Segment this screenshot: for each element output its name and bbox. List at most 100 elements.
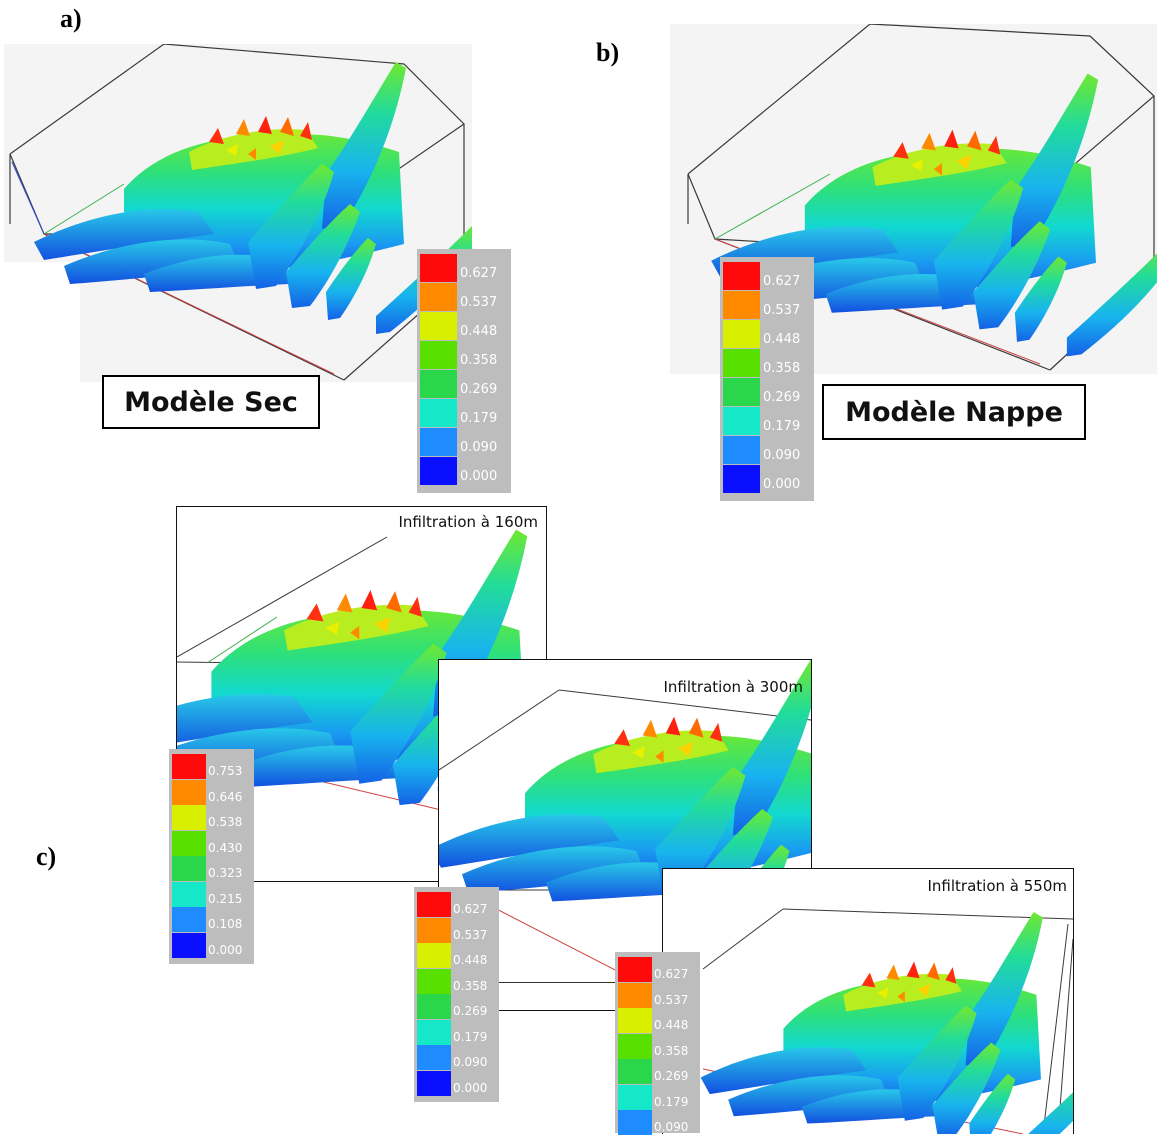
- legend-swatch: [420, 370, 457, 398]
- legend-value: 0.269: [453, 1004, 488, 1018]
- legend-row: 0.090: [417, 1045, 499, 1071]
- legend-swatch: [618, 1110, 652, 1135]
- legend-row: 0.627: [420, 254, 511, 283]
- legend-value: 0.179: [763, 419, 801, 434]
- legend-swatch: [618, 1059, 652, 1084]
- legend-row: 0.537: [417, 917, 499, 944]
- legend-swatch: [417, 917, 451, 943]
- legend-swatch: [172, 754, 206, 779]
- legend-row: 0.448: [420, 312, 511, 341]
- legend-value: 0.358: [654, 1043, 689, 1058]
- legend-swatch: [420, 254, 457, 282]
- legend-swatch: [420, 399, 457, 427]
- legend-swatch: [172, 779, 206, 805]
- legend-value: 0.215: [208, 891, 243, 906]
- legend-value: 0.448: [654, 1018, 689, 1032]
- title-infiltration-550m: Infiltration à 550m: [927, 877, 1068, 895]
- legend-swatch: [417, 968, 451, 994]
- legend-swatch: [417, 994, 451, 1019]
- legend-swatch: [417, 1070, 451, 1096]
- legend-swatch: [618, 1008, 652, 1033]
- panel-label-a: a): [60, 4, 82, 33]
- legend-swatch: [420, 341, 457, 369]
- panel-label-c: c): [36, 842, 57, 871]
- legend-swatch: [417, 892, 451, 917]
- legend-value: 0.000: [208, 942, 243, 957]
- legend-value: 0.269: [763, 390, 801, 405]
- legend-swatch: [723, 291, 760, 319]
- title-infiltration-160m: Infiltration à 160m: [398, 513, 539, 531]
- legend-value: 0.323: [208, 866, 243, 880]
- legend-row: 0.179: [417, 1019, 499, 1046]
- legend-swatch: [420, 457, 457, 485]
- legend-row: 0.090: [618, 1110, 700, 1136]
- legend-row: 0.090: [723, 436, 814, 465]
- legend-value: 0.179: [460, 411, 498, 426]
- legend-row: 0.448: [618, 1008, 700, 1034]
- legend-c550: 0.627 0.537 0.448 0.358 0.269 0.179 0.090: [615, 952, 700, 1136]
- connector-line-300: [499, 982, 619, 983]
- legend-swatch: [618, 1033, 652, 1059]
- legend-row: 0.358: [723, 349, 814, 378]
- legend-row: 0.627: [417, 892, 499, 918]
- legend-value: 0.448: [763, 332, 801, 347]
- legend-row: 0.215: [172, 881, 254, 908]
- legend-row: 0.269: [417, 994, 499, 1020]
- legend-value: 0.269: [654, 1069, 689, 1083]
- legend-value: 0.537: [763, 303, 801, 318]
- legend-value: 0.430: [208, 840, 243, 855]
- legend-row: 0.448: [417, 943, 499, 969]
- legend-c160: 0.753 0.646 0.538 0.430 0.323 0.215 0.108 0.000: [169, 749, 254, 964]
- legend-swatch: [723, 349, 760, 377]
- legend-value: 0.179: [654, 1094, 689, 1109]
- legend-value: 0.538: [208, 815, 243, 829]
- legend-value: 0.537: [654, 992, 689, 1007]
- legend-row: 0.358: [420, 341, 511, 370]
- legend-swatch: [172, 881, 206, 907]
- legend-value: 0.537: [460, 295, 498, 310]
- legend-swatch: [420, 312, 457, 340]
- legend-row: 0.448: [723, 320, 814, 349]
- legend-c300: 0.627 0.537 0.448 0.358 0.269 0.179 0.090 0.000: [414, 887, 499, 1102]
- legend-swatch: [420, 283, 457, 311]
- legend-value: 0.448: [453, 953, 488, 967]
- legend-row: 0.627: [723, 262, 814, 291]
- legend-row: 0.179: [723, 407, 814, 436]
- legend-row: 0.000: [172, 932, 254, 959]
- legend-row: 0.108: [172, 907, 254, 933]
- legend-row: 0.753: [172, 754, 254, 780]
- legend-row: 0.358: [618, 1033, 700, 1060]
- legend-row: 0.358: [417, 968, 499, 995]
- legend-value: 0.753: [208, 764, 243, 778]
- panel-label-b: b): [596, 38, 620, 67]
- legend-value: 0.179: [453, 1029, 488, 1044]
- panel-c-550m: Infiltration à 550m: [662, 868, 1074, 1134]
- legend-row: 0.000: [723, 465, 814, 494]
- legend-row: 0.538: [172, 805, 254, 831]
- legend-value: 0.108: [208, 917, 243, 931]
- legend-value: 0.269: [460, 382, 498, 397]
- legend-swatch: [172, 907, 206, 932]
- legend-value: 0.090: [453, 1055, 488, 1069]
- legend-swatch: [172, 805, 206, 830]
- legend-row: 0.179: [420, 399, 511, 428]
- legend-row: 0.000: [420, 457, 511, 486]
- legend-value: 0.358: [460, 353, 498, 368]
- legend-row: 0.323: [172, 856, 254, 882]
- legend-swatch: [172, 932, 206, 958]
- legend-swatch: [723, 436, 760, 464]
- legend-value: 0.358: [763, 361, 801, 376]
- legend-value: 0.627: [654, 967, 689, 981]
- legend-row: 0.269: [420, 370, 511, 399]
- legend-swatch: [723, 262, 760, 290]
- legend-value: 0.646: [208, 789, 243, 804]
- panel-a-3d-view: [4, 44, 472, 382]
- legend-value: 0.537: [453, 927, 488, 942]
- legend-value: 0.627: [763, 274, 801, 289]
- legend-swatch: [618, 982, 652, 1008]
- legend-value: 0.090: [654, 1120, 689, 1134]
- legend-swatch: [618, 1084, 652, 1110]
- legend-a: 0.627 0.537 0.448 0.358 0.269 0.179 0.090 0.000: [417, 249, 511, 493]
- legend-swatch: [723, 378, 760, 406]
- legend-value: 0.000: [763, 477, 801, 492]
